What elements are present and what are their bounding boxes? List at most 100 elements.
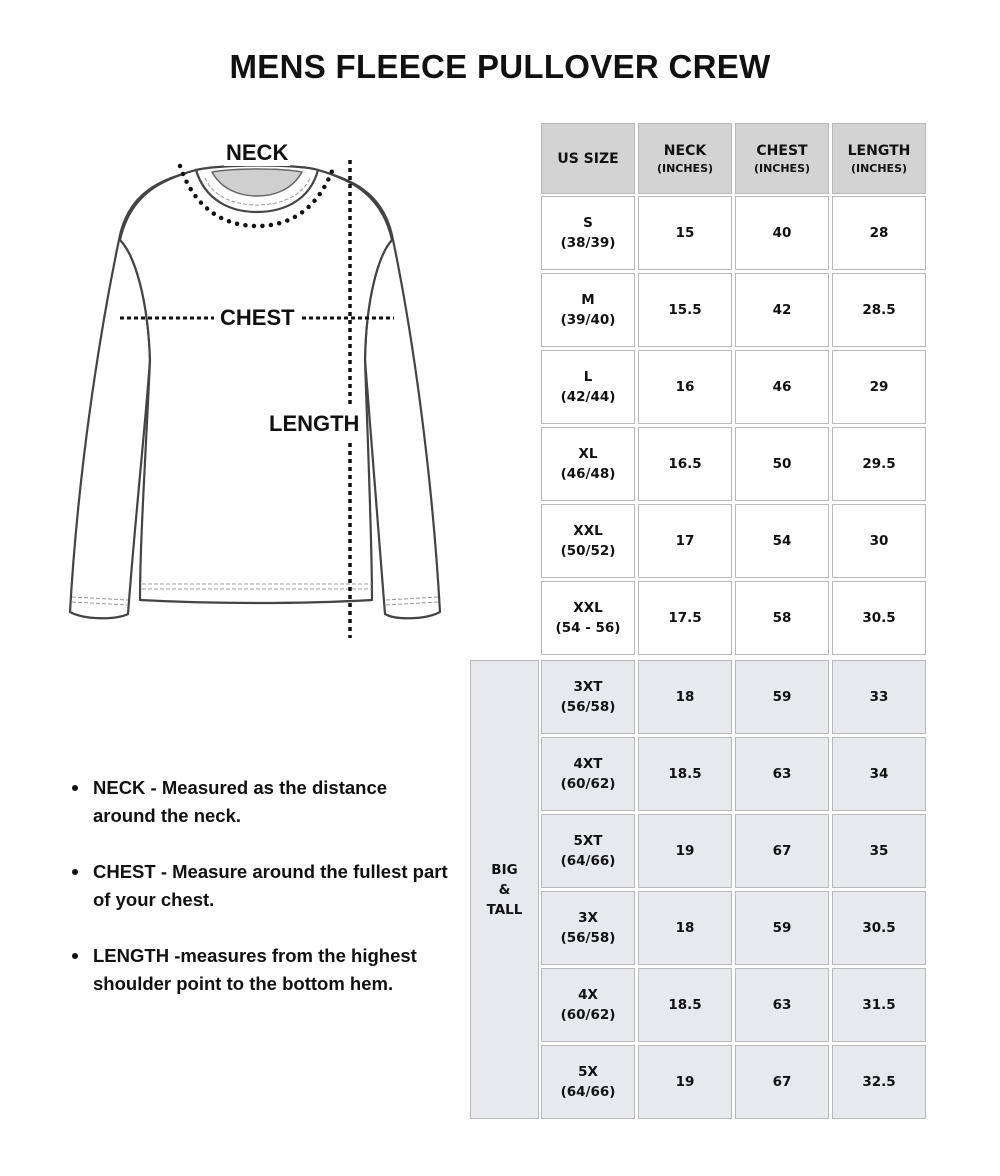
size-cell: XL (46/48): [541, 427, 635, 501]
chest-value: 59: [772, 920, 792, 936]
neck-value: 17: [675, 533, 695, 549]
note-length: LENGTH -measures from the highest should…: [70, 942, 450, 998]
length-value: 30.5: [862, 610, 896, 626]
neck-value: 15: [675, 225, 695, 241]
length-value: 30: [869, 533, 889, 549]
neck-value: 15.5: [668, 302, 702, 318]
length-value-cell: 32.5: [832, 1045, 926, 1119]
header-unit: (INCHES): [656, 161, 714, 175]
chest-value: 54: [772, 533, 792, 549]
length-value-cell: 34: [832, 737, 926, 811]
length-label: LENGTH: [269, 411, 360, 436]
page-title: MENS FLEECE PULLOVER CREW: [229, 48, 771, 85]
size-name: 4XT: [573, 756, 603, 772]
size-alt: (39/40): [560, 312, 616, 328]
size-alt: (54 - 56): [555, 620, 621, 636]
chest-value-cell: 63: [735, 737, 829, 811]
length-value-cell: 29.5: [832, 427, 926, 501]
neck-value-cell: 18: [638, 891, 732, 965]
big-tall-label: BIG: [491, 861, 518, 878]
size-cell: 3XT (56/58): [541, 660, 635, 734]
size-cell: M (39/40): [541, 273, 635, 347]
neck-value: 19: [675, 843, 695, 859]
neck-value-cell: 19: [638, 1045, 732, 1119]
neck-value: 18: [675, 920, 695, 936]
length-value: 34: [869, 766, 889, 782]
size-cell: 5XT (64/66): [541, 814, 635, 888]
chest-value-cell: 67: [735, 1045, 829, 1119]
size-alt: (42/44): [560, 389, 616, 405]
size-name: 3X: [578, 910, 598, 926]
length-value: 28.5: [862, 302, 896, 318]
size-name: 5X: [578, 1064, 598, 1080]
length-value-cell: 31.5: [832, 968, 926, 1042]
chest-value: 40: [772, 225, 792, 241]
size-cell: 4XT (60/62): [541, 737, 635, 811]
length-value: 33: [869, 689, 889, 705]
chest-value: 63: [772, 997, 792, 1013]
size-alt: (60/62): [560, 776, 616, 792]
neck-value: 16: [675, 379, 695, 395]
chest-value: 63: [772, 766, 792, 782]
header-unit: (INCHES): [753, 161, 811, 175]
measurement-notes: NECK - Measured as the distance around t…: [70, 774, 450, 1026]
header-label: CHEST: [756, 142, 808, 159]
note-neck: NECK - Measured as the distance around t…: [70, 774, 450, 830]
length-value-cell: 30.5: [832, 891, 926, 965]
sweater-body: [118, 168, 394, 605]
size-alt: (38/39): [560, 235, 616, 251]
table-header-cell: CHEST (INCHES): [735, 123, 829, 194]
neck-value-cell: 18: [638, 660, 732, 734]
length-value: 28: [869, 225, 889, 241]
chest-value-cell: 50: [735, 427, 829, 501]
length-value: 32.5: [862, 1074, 896, 1090]
chest-value: 67: [772, 843, 792, 859]
size-alt: (56/58): [560, 930, 616, 946]
size-name: L: [583, 369, 593, 385]
length-value-cell: 33: [832, 660, 926, 734]
neck-value-cell: 18.5: [638, 737, 732, 811]
chest-value: 50: [772, 456, 792, 472]
size-alt: (64/66): [560, 853, 616, 869]
header-unit: (INCHES): [850, 161, 908, 175]
neck-value: 18.5: [668, 766, 702, 782]
big-tall-label-cell: BIG & TALL: [470, 660, 539, 1119]
chest-value-cell: 40: [735, 196, 829, 270]
chest-value-cell: 67: [735, 814, 829, 888]
collar-inner: [211, 168, 303, 197]
length-value-cell: 30: [832, 504, 926, 578]
length-value: 31.5: [862, 997, 896, 1013]
size-cell: L (42/44): [541, 350, 635, 424]
neck-value-cell: 15: [638, 196, 732, 270]
size-name: XXL: [573, 600, 603, 616]
chest-value: 67: [772, 1074, 792, 1090]
neck-value: 17.5: [668, 610, 702, 626]
length-value-cell: 28.5: [832, 273, 926, 347]
neck-value-cell: 17: [638, 504, 732, 578]
chest-value-cell: 42: [735, 273, 829, 347]
neck-value-cell: 16.5: [638, 427, 732, 501]
size-cell: XXL (54 - 56): [541, 581, 635, 655]
chest-value-cell: 63: [735, 968, 829, 1042]
header-label: LENGTH: [847, 142, 911, 159]
neck-value: 19: [675, 1074, 695, 1090]
size-name: XXL: [573, 523, 603, 539]
size-name: M: [581, 292, 595, 308]
note-chest: CHEST - Measure around the fullest part …: [70, 858, 450, 914]
size-cell: 3X (56/58): [541, 891, 635, 965]
length-value: 29: [869, 379, 889, 395]
size-alt: (46/48): [560, 466, 616, 482]
chest-value-cell: 54: [735, 504, 829, 578]
header-label: NECK: [663, 142, 707, 159]
length-value-cell: 30.5: [832, 581, 926, 655]
big-tall-label: TALL: [486, 901, 523, 918]
chest-value: 59: [772, 689, 792, 705]
size-cell: 4X (60/62): [541, 968, 635, 1042]
chest-value-cell: 58: [735, 581, 829, 655]
table-header-cell: US SIZE: [541, 123, 635, 194]
chest-value: 46: [772, 379, 792, 395]
chest-label: CHEST: [218, 305, 297, 331]
neck-value-cell: 18.5: [638, 968, 732, 1042]
neck-value: 16.5: [668, 456, 702, 472]
size-name: 5XT: [573, 833, 603, 849]
